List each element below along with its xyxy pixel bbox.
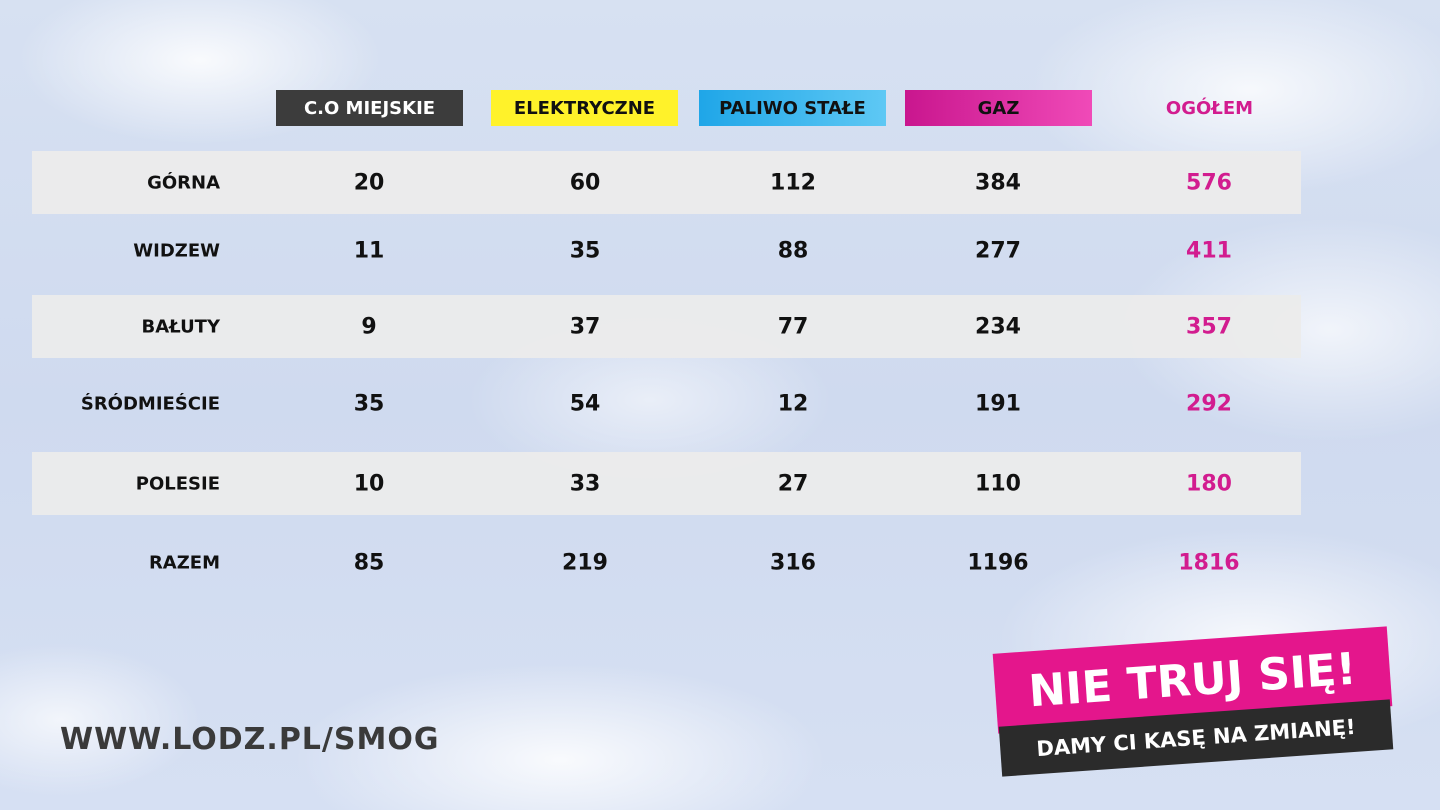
table-cell: 112	[770, 170, 816, 196]
table-cell: 1196	[967, 550, 1029, 576]
table-cell: 316	[770, 550, 816, 576]
table-cell: 12	[777, 391, 809, 417]
table-cell: 191	[975, 391, 1021, 417]
row-background	[32, 151, 1301, 214]
column-header: GAZ	[905, 90, 1092, 126]
row-label: GÓRNA	[147, 172, 220, 194]
table-cell: 11	[353, 238, 385, 264]
table-cell: 234	[975, 314, 1021, 340]
row-label: POLESIE	[135, 473, 220, 495]
table-cell: 576	[1186, 170, 1232, 196]
table-cell: 88	[777, 238, 809, 264]
row-background	[32, 452, 1301, 515]
table-cell: 411	[1186, 238, 1232, 264]
table-cell: 54	[569, 391, 601, 417]
table-cell: 180	[1186, 471, 1232, 497]
table-cell: 219	[562, 550, 608, 576]
table-cell: 10	[353, 471, 385, 497]
row-label: BAŁUTY	[141, 316, 221, 338]
table-cell: 35	[569, 238, 601, 264]
column-header: PALIWO STAŁE	[699, 90, 886, 126]
column-header: ELEKTRYCZNE	[491, 90, 678, 126]
table-cell: 110	[975, 471, 1021, 497]
table-cell: 384	[975, 170, 1021, 196]
table-cell: 292	[1186, 391, 1232, 417]
table-cell: 85	[353, 550, 385, 576]
table-cell: 35	[353, 391, 385, 417]
table-cell: 33	[569, 471, 601, 497]
column-header: C.O MIEJSKIE	[276, 90, 463, 126]
row-label: RAZEM	[148, 552, 220, 574]
row-label: WIDZEW	[133, 240, 220, 262]
table-cell: 37	[569, 314, 601, 340]
row-label: ŚRÓDMIEŚCIE	[80, 393, 220, 415]
table-cell: 1816	[1178, 550, 1240, 576]
table-cell: 27	[777, 471, 809, 497]
website: WWW.LODZ.PL/SMOG	[60, 722, 440, 757]
table-cell: 77	[777, 314, 809, 340]
table-cell: 20	[353, 170, 385, 196]
table-cell: 60	[569, 170, 601, 196]
table-cell: 277	[975, 238, 1021, 264]
table-cell: 357	[1186, 314, 1232, 340]
table-cell: 9	[361, 314, 377, 340]
row-background	[32, 295, 1301, 358]
column-header: OGÓŁEM	[1165, 97, 1254, 119]
